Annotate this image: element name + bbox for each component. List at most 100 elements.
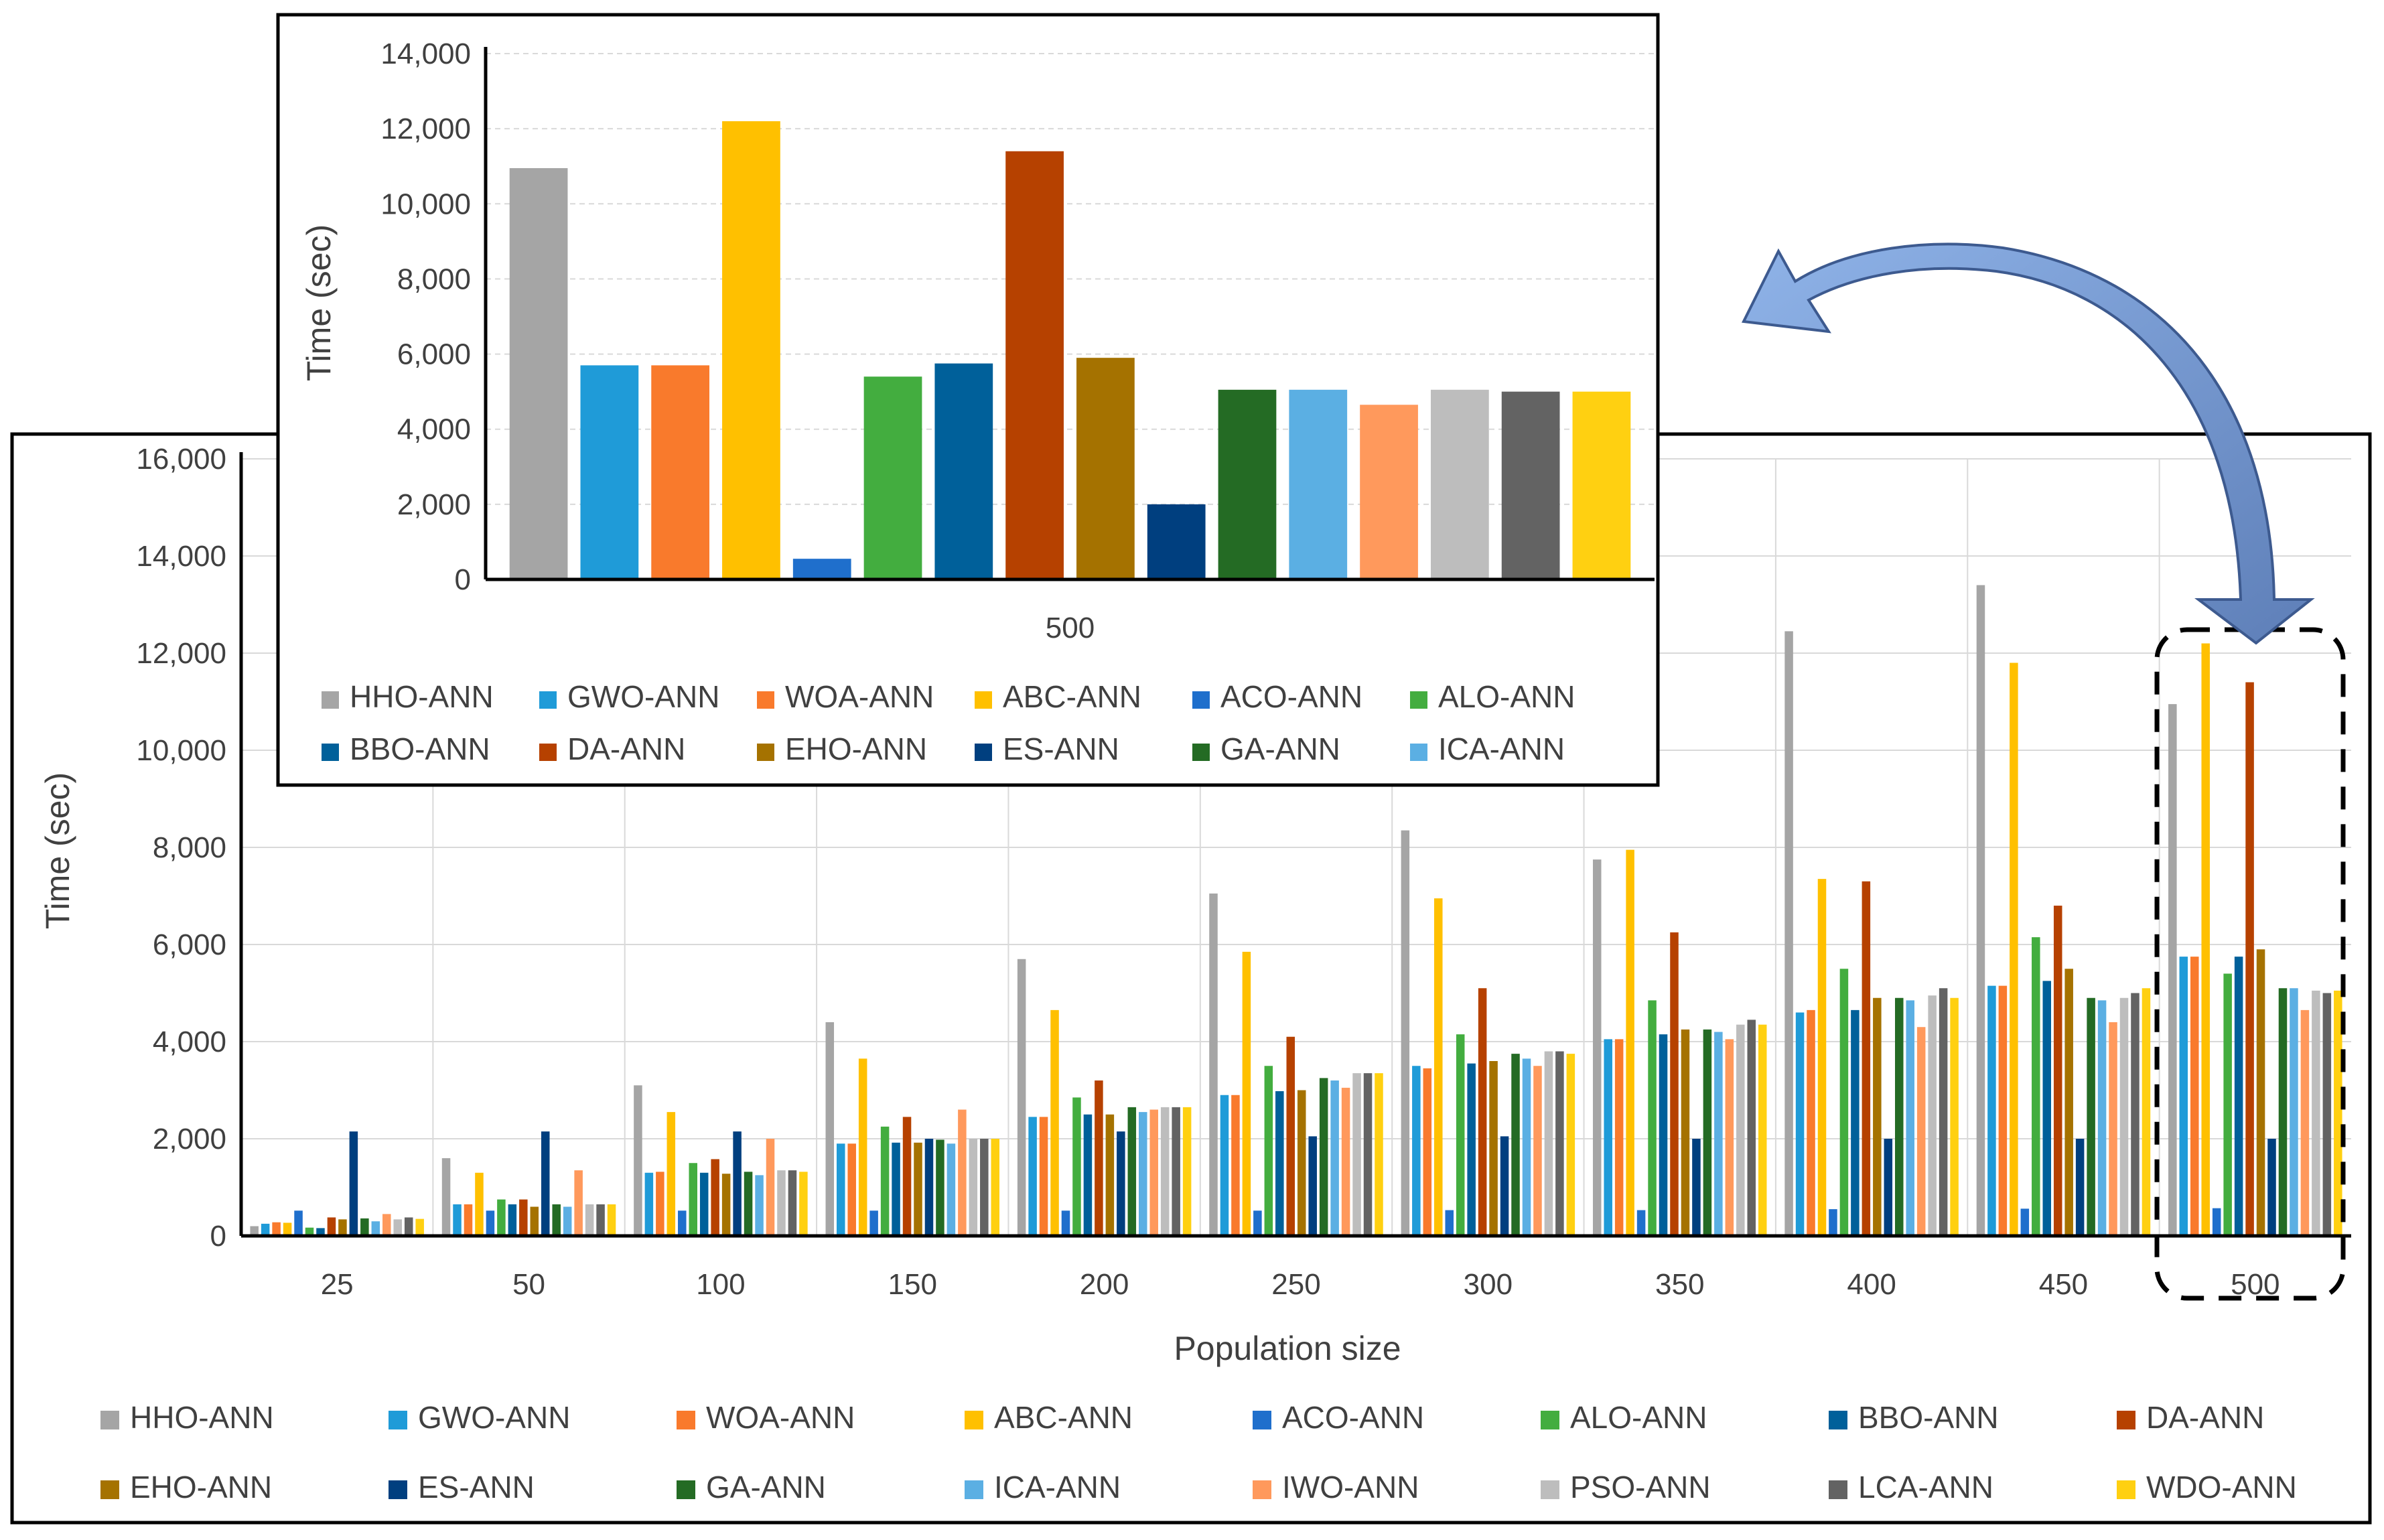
x-tick-label: 50 — [512, 1268, 545, 1301]
bar-woa-ann-100 — [656, 1172, 664, 1236]
bar-es-ann-250 — [1308, 1136, 1317, 1236]
bar-ica-ann-300 — [1522, 1058, 1531, 1236]
bar-da-ann-150 — [902, 1117, 912, 1236]
bar-pso-ann-500 — [1430, 389, 1489, 579]
legend-label: GA-ANN — [1220, 731, 1340, 766]
y-tick-label: 8,000 — [153, 831, 226, 864]
bar-abc-ann-350 — [1626, 849, 1634, 1236]
bar-es-ann-200 — [1117, 1131, 1125, 1236]
bar-eho-ann-450 — [2064, 969, 2073, 1236]
bar-alo-ann-150 — [880, 1126, 890, 1236]
legend-swatch — [389, 1480, 407, 1499]
bar-iwo-ann-500 — [1360, 405, 1418, 579]
bar-hho-ann-400 — [1784, 631, 1793, 1236]
bar-es-ann-100 — [733, 1131, 742, 1236]
main-ylabel: Time (sec) — [39, 772, 76, 929]
legend-swatch — [1410, 691, 1427, 709]
x-tick-label: 350 — [1655, 1268, 1704, 1301]
x-tick-label: 400 — [1847, 1268, 1896, 1301]
legend-swatch — [757, 744, 774, 761]
bar-iwo-ann-50 — [574, 1170, 583, 1236]
legend-swatch — [1253, 1480, 1271, 1499]
y-tick-label: 10,000 — [136, 734, 226, 767]
bar-bbo-ann-200 — [1083, 1114, 1093, 1236]
bar-woa-ann-450 — [1998, 985, 2008, 1236]
legend-label: BBO-ANN — [1858, 1400, 1999, 1435]
bar-bbo-ann-350 — [1659, 1034, 1668, 1236]
bar-iwo-ann-200 — [1149, 1109, 1158, 1236]
bar-wdo-ann-300 — [1566, 1054, 1575, 1236]
bar-gwo-ann-350 — [1604, 1039, 1612, 1236]
bar-eho-ann-300 — [1489, 1061, 1498, 1236]
y-tick-label: 10,000 — [380, 188, 471, 220]
bar-alo-ann-50 — [497, 1199, 506, 1236]
bar-woa-ann-25 — [272, 1222, 281, 1236]
bar-aco-ann-300 — [1445, 1210, 1454, 1236]
bar-gwo-ann-50 — [453, 1204, 462, 1236]
bar-ica-ann-350 — [1714, 1032, 1723, 1236]
bar-ga-ann-50 — [552, 1204, 561, 1236]
legend-label: ALO-ANN — [1570, 1400, 1707, 1435]
bar-pso-ann-400 — [1928, 995, 1937, 1236]
y-tick-label: 4,000 — [153, 1026, 226, 1058]
bar-aco-ann-350 — [1636, 1210, 1646, 1236]
legend-swatch — [2117, 1411, 2135, 1429]
bar-ga-ann-100 — [744, 1172, 753, 1236]
bar-wdo-ann-150 — [991, 1139, 1000, 1236]
bar-hho-ann-350 — [1592, 859, 1602, 1236]
bar-gwo-ann-300 — [1412, 1066, 1421, 1236]
y-tick-label: 2,000 — [397, 488, 471, 521]
bar-aco-ann-50 — [486, 1210, 495, 1236]
y-tick-label: 8,000 — [397, 263, 471, 295]
y-tick-label: 12,000 — [136, 637, 226, 670]
legend-label: WOA-ANN — [706, 1400, 855, 1435]
bar-ga-ann-200 — [1127, 1107, 1137, 1236]
legend-swatch — [322, 691, 339, 709]
bar-bbo-ann-100 — [699, 1172, 709, 1236]
legend-label: ABC-ANN — [1003, 679, 1141, 714]
bar-hho-ann-50 — [441, 1158, 451, 1236]
bar-pso-ann-350 — [1736, 1024, 1745, 1236]
legend-swatch — [677, 1480, 695, 1499]
legend-label: WOA-ANN — [785, 679, 934, 714]
x-tick-label: 200 — [1080, 1268, 1129, 1301]
bar-gwo-ann-400 — [1795, 1012, 1805, 1236]
legend-label: ABC-ANN — [994, 1400, 1133, 1435]
bar-lca-ann-350 — [1747, 1020, 1756, 1236]
bar-aco-ann-400 — [1829, 1209, 1837, 1236]
x-tick-label: 150 — [888, 1268, 937, 1301]
bar-iwo-ann-400 — [1916, 1027, 1926, 1236]
legend-label: PSO-ANN — [1570, 1470, 1711, 1504]
bar-woa-ann-400 — [1807, 1009, 1815, 1236]
bar-woa-ann-350 — [1614, 1039, 1624, 1236]
bar-woa-ann-500 — [2190, 957, 2199, 1236]
bar-wdo-ann-50 — [607, 1204, 616, 1236]
bar-hho-ann-150 — [825, 1022, 835, 1236]
y-tick-label: 0 — [455, 563, 471, 596]
bar-ga-ann-25 — [360, 1218, 369, 1236]
bar-abc-ann-150 — [858, 1058, 867, 1236]
bar-da-ann-300 — [1478, 988, 1487, 1236]
legend-label: GWO-ANN — [567, 679, 719, 714]
legend-swatch — [2117, 1480, 2135, 1499]
bar-bbo-ann-150 — [892, 1142, 900, 1236]
bar-abc-ann-500 — [722, 121, 780, 579]
bar-es-ann-500 — [2267, 1139, 2276, 1236]
bar-wdo-ann-100 — [799, 1172, 808, 1236]
bar-hho-ann-200 — [1017, 959, 1026, 1236]
bar-ica-ann-150 — [946, 1143, 956, 1236]
bar-aco-ann-500 — [2212, 1208, 2221, 1236]
legend-label: ES-ANN — [1003, 731, 1119, 766]
bar-woa-ann-250 — [1231, 1095, 1240, 1236]
bar-da-ann-250 — [1286, 1036, 1295, 1236]
legend-swatch — [1541, 1411, 1559, 1429]
bar-da-ann-200 — [1095, 1080, 1103, 1236]
bar-da-ann-500 — [2245, 682, 2254, 1236]
legend-label: DA-ANN — [567, 731, 685, 766]
bar-aco-ann-450 — [2020, 1208, 2030, 1236]
x-tick-label: 500 — [2231, 1268, 2280, 1301]
bar-wdo-ann-400 — [1950, 997, 1959, 1236]
y-tick-label: 2,000 — [153, 1123, 226, 1156]
bar-aco-ann-200 — [1061, 1210, 1070, 1236]
bar-gwo-ann-500 — [2179, 957, 2188, 1236]
